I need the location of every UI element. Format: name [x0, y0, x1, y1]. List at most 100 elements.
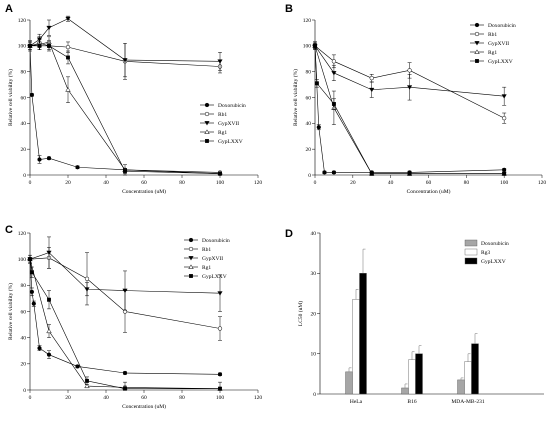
data-point — [369, 75, 374, 81]
legend-label: Doxorubicin — [218, 103, 246, 109]
data-point — [502, 171, 507, 176]
data-point — [46, 25, 52, 31]
data-point — [331, 170, 337, 175]
legend-label: Doxorubicin — [488, 23, 516, 29]
data-point — [331, 102, 336, 106]
data-point — [65, 87, 71, 92]
legend: Doxorubicin Rb1 GypXVII Rg1 GypLXXV — [184, 237, 230, 280]
legend-marker — [188, 256, 194, 261]
x-tick-label: 20 — [350, 180, 356, 186]
y-tick-label: 60 — [306, 95, 312, 101]
x-axis-title: Concentration (uM) — [122, 188, 166, 195]
y-tick-label: 80 — [306, 70, 312, 76]
bar — [408, 359, 416, 395]
x-tick-label: 80 — [179, 395, 185, 401]
data-point — [31, 301, 36, 306]
x-tick-label: 100 — [216, 395, 225, 401]
bar — [359, 273, 367, 395]
y-axis-title: Relative cell viability (%) — [7, 283, 14, 340]
x-tick-label: 20 — [65, 180, 71, 186]
data-point — [37, 43, 42, 48]
data-point — [84, 287, 90, 292]
x-category-label: MDA-MB-231 — [451, 399, 485, 405]
data-point — [314, 81, 319, 86]
data-point — [502, 116, 507, 121]
data-point — [75, 165, 80, 170]
legend: Doxorubicin Rb1 GypXVII Rg1 GypLXXV — [200, 102, 246, 145]
y-tick-label: 20 — [311, 311, 317, 317]
bar — [345, 371, 353, 395]
x-axis-title: Concentration (uM) — [407, 188, 451, 195]
panel-letter: B — [285, 3, 293, 15]
x-tick-label: 120 — [254, 395, 263, 401]
data-point — [84, 383, 90, 389]
data-point — [46, 156, 52, 161]
legend-label: Doxorubicin — [481, 241, 509, 247]
legend-label: GypLXXV — [481, 259, 506, 265]
data-point — [75, 364, 80, 369]
panel-d: D 0 10 20 30 40 LC50 (uM) HeLa B16 MDA-MB-231 Doxo… — [285, 228, 544, 405]
y-tick-label: 0 — [23, 388, 26, 394]
legend-label: Rg3 — [481, 250, 490, 256]
x-tick-label: 40 — [103, 395, 109, 401]
y-axis-title: Relative cell viability (%) — [292, 69, 299, 126]
series-4 — [313, 43, 507, 176]
panel-letter: D — [285, 228, 293, 240]
data-point — [217, 59, 223, 64]
bar — [464, 361, 472, 395]
data-point — [369, 171, 374, 176]
y-tick-label: 40 — [311, 231, 317, 237]
x-tick-label: 100 — [216, 180, 225, 186]
legend-label: GypLXXV — [488, 59, 513, 65]
series-line — [29, 259, 220, 389]
data-point — [47, 43, 51, 48]
x-tick-label: 0 — [29, 395, 32, 401]
legend-marker — [474, 31, 480, 37]
y-tick-label: 20 — [21, 147, 27, 153]
panel-b: B 0 20 40 60 80 100 120 Concentration (uM) 0 20 40 6… — [285, 3, 546, 195]
bar — [457, 379, 465, 395]
legend-marker — [188, 246, 194, 252]
y-tick-label: 0 — [23, 173, 26, 179]
legend-label: GypXVII — [488, 41, 509, 47]
x-category-label: HeLa — [350, 399, 363, 405]
data-point — [122, 58, 128, 63]
data-point — [122, 288, 128, 294]
legend-swatch — [464, 248, 478, 256]
x-tick-label: 80 — [179, 180, 185, 186]
bar — [471, 343, 479, 395]
data-point — [369, 87, 375, 93]
legend-marker — [189, 274, 193, 278]
bar — [352, 299, 360, 395]
series-4 — [28, 254, 222, 391]
series-4 — [28, 41, 222, 176]
y-tick-label: 60 — [21, 309, 27, 315]
y-tick-label: 100 — [18, 44, 27, 50]
legend-swatch — [464, 257, 478, 265]
y-axis-title: Relative cell viability (%) — [7, 69, 14, 126]
data-point — [28, 43, 32, 48]
data-point — [37, 346, 42, 351]
y-tick-label: 120 — [18, 18, 27, 24]
legend-label: Doxorubicin — [202, 238, 230, 244]
legend-marker — [474, 41, 480, 46]
bar-group: B16 — [401, 345, 423, 405]
y-tick-label: 120 — [18, 231, 27, 237]
data-point — [331, 59, 337, 64]
y-tick-label: 120 — [303, 18, 312, 24]
legend-label: GypLXXV — [218, 139, 243, 145]
legend-marker — [188, 237, 194, 243]
panel-letter: A — [5, 3, 13, 15]
y-tick-label: 10 — [311, 352, 317, 358]
legend-label: GypXVII — [218, 121, 239, 127]
data-point — [331, 71, 337, 76]
x-tick-label: 40 — [388, 180, 394, 186]
data-point — [313, 43, 317, 48]
data-point — [501, 94, 507, 99]
legend-swatch — [464, 239, 478, 247]
data-point — [29, 289, 34, 294]
data-point — [46, 352, 52, 357]
x-category-label: B16 — [407, 399, 416, 405]
data-point — [47, 297, 51, 302]
